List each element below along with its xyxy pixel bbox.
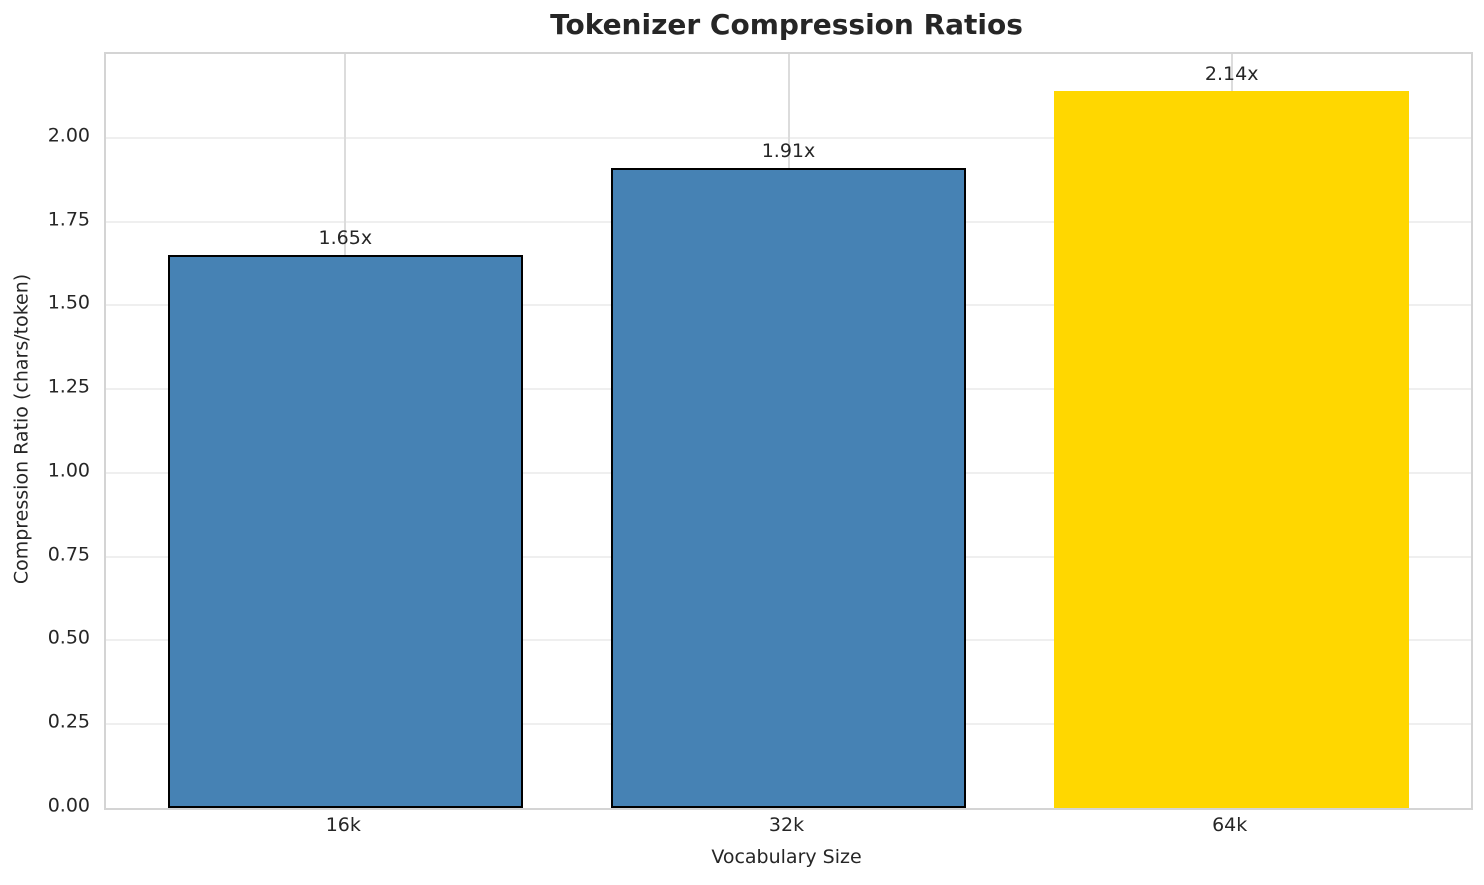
y-tick-label: 1.00 (47, 459, 90, 482)
bar-value-label: 1.65x (318, 227, 373, 250)
plot-area: 1.65x 1.91x 2.14x (104, 52, 1473, 810)
bar-value-label: 2.14x (1204, 62, 1259, 85)
y-tick-label: 2.00 (47, 124, 90, 147)
y-tick-label: 1.50 (47, 291, 90, 314)
y-tick-label: 0.75 (47, 543, 90, 566)
bar-16k (168, 255, 523, 808)
y-tick-label: 0.00 (47, 794, 90, 817)
x-tick-label: 32k (768, 814, 805, 836)
y-tick-labels: 0.00 0.25 0.50 0.75 1.00 1.25 1.50 1.75 2.00 (0, 52, 90, 815)
y-tick-label: 1.25 (47, 375, 90, 398)
x-axis-label: Vocabulary Size (711, 846, 862, 868)
y-tick-label: 1.75 (47, 208, 90, 231)
x-tick-label: 16k (325, 814, 361, 836)
bar-32k (611, 167, 966, 808)
bar-value-label: 1.91x (761, 139, 816, 162)
bar-64k (1054, 90, 1409, 808)
x-tick-labels: 16k 32k 64k (104, 816, 1469, 842)
x-tick-label: 64k (1212, 814, 1248, 836)
y-tick-label: 0.25 (47, 710, 90, 733)
chart-title: Tokenizer Compression Ratios (550, 8, 1023, 41)
y-tick-label: 0.50 (47, 626, 90, 649)
